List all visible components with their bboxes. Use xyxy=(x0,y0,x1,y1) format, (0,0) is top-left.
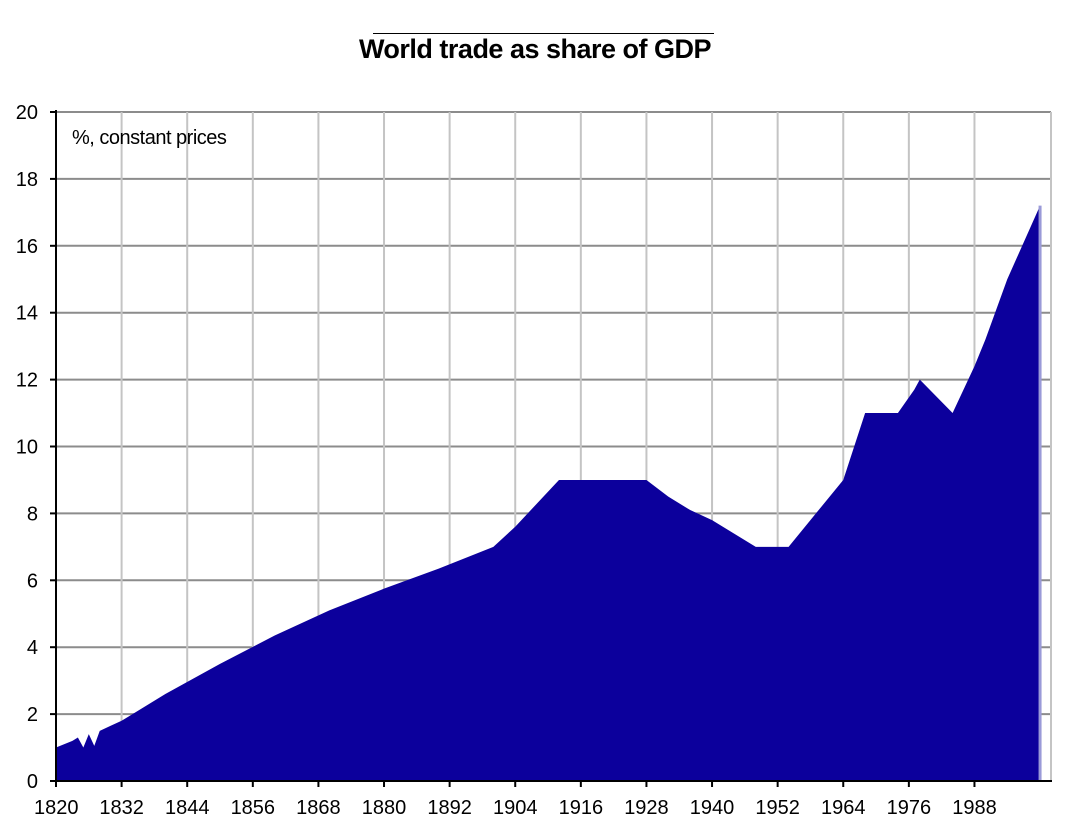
x-tick-label-1904: 1904 xyxy=(493,797,538,819)
series-area-0 xyxy=(56,205,1041,781)
x-tick-label-1916: 1916 xyxy=(559,797,604,819)
series-area-group xyxy=(56,205,1042,781)
x-tick-label-1952: 1952 xyxy=(755,797,800,819)
y-tick-label-4: 4 xyxy=(27,637,38,659)
y-tick-label-0: 0 xyxy=(27,771,38,793)
x-tick-label-1820: 1820 xyxy=(34,797,79,819)
y-tick-label-10: 10 xyxy=(16,437,38,459)
x-tick-label-1988: 1988 xyxy=(952,797,997,819)
y-tick-label-12: 12 xyxy=(16,370,38,392)
y-tick-label-8: 8 xyxy=(27,503,38,525)
y-tick-label-18: 18 xyxy=(16,169,38,191)
x-tick-label-1880: 1880 xyxy=(362,797,407,819)
x-tick-label-1928: 1928 xyxy=(624,797,669,819)
x-tick-label-1868: 1868 xyxy=(296,797,341,819)
x-tick-label-1976: 1976 xyxy=(887,797,932,819)
axes xyxy=(50,110,1052,787)
x-tick-label-1856: 1856 xyxy=(231,797,276,819)
x-tick-label-1832: 1832 xyxy=(99,797,144,819)
chart-title: World trade as share of GDP xyxy=(358,34,712,64)
y-tick-label-14: 14 xyxy=(16,303,38,325)
x-tick-label-1964: 1964 xyxy=(821,797,866,819)
title-rule xyxy=(373,33,714,34)
y-tick-label-6: 6 xyxy=(27,570,38,592)
y-tick-label-20: 20 xyxy=(16,102,38,124)
x-tick-label-1892: 1892 xyxy=(427,797,472,819)
units-annotation: %, constant prices xyxy=(72,127,227,149)
x-tick-label-1940: 1940 xyxy=(690,797,735,819)
y-tick-label-16: 16 xyxy=(16,236,38,258)
y-tick-label-2: 2 xyxy=(27,704,38,726)
x-tick-label-1844: 1844 xyxy=(165,797,210,819)
